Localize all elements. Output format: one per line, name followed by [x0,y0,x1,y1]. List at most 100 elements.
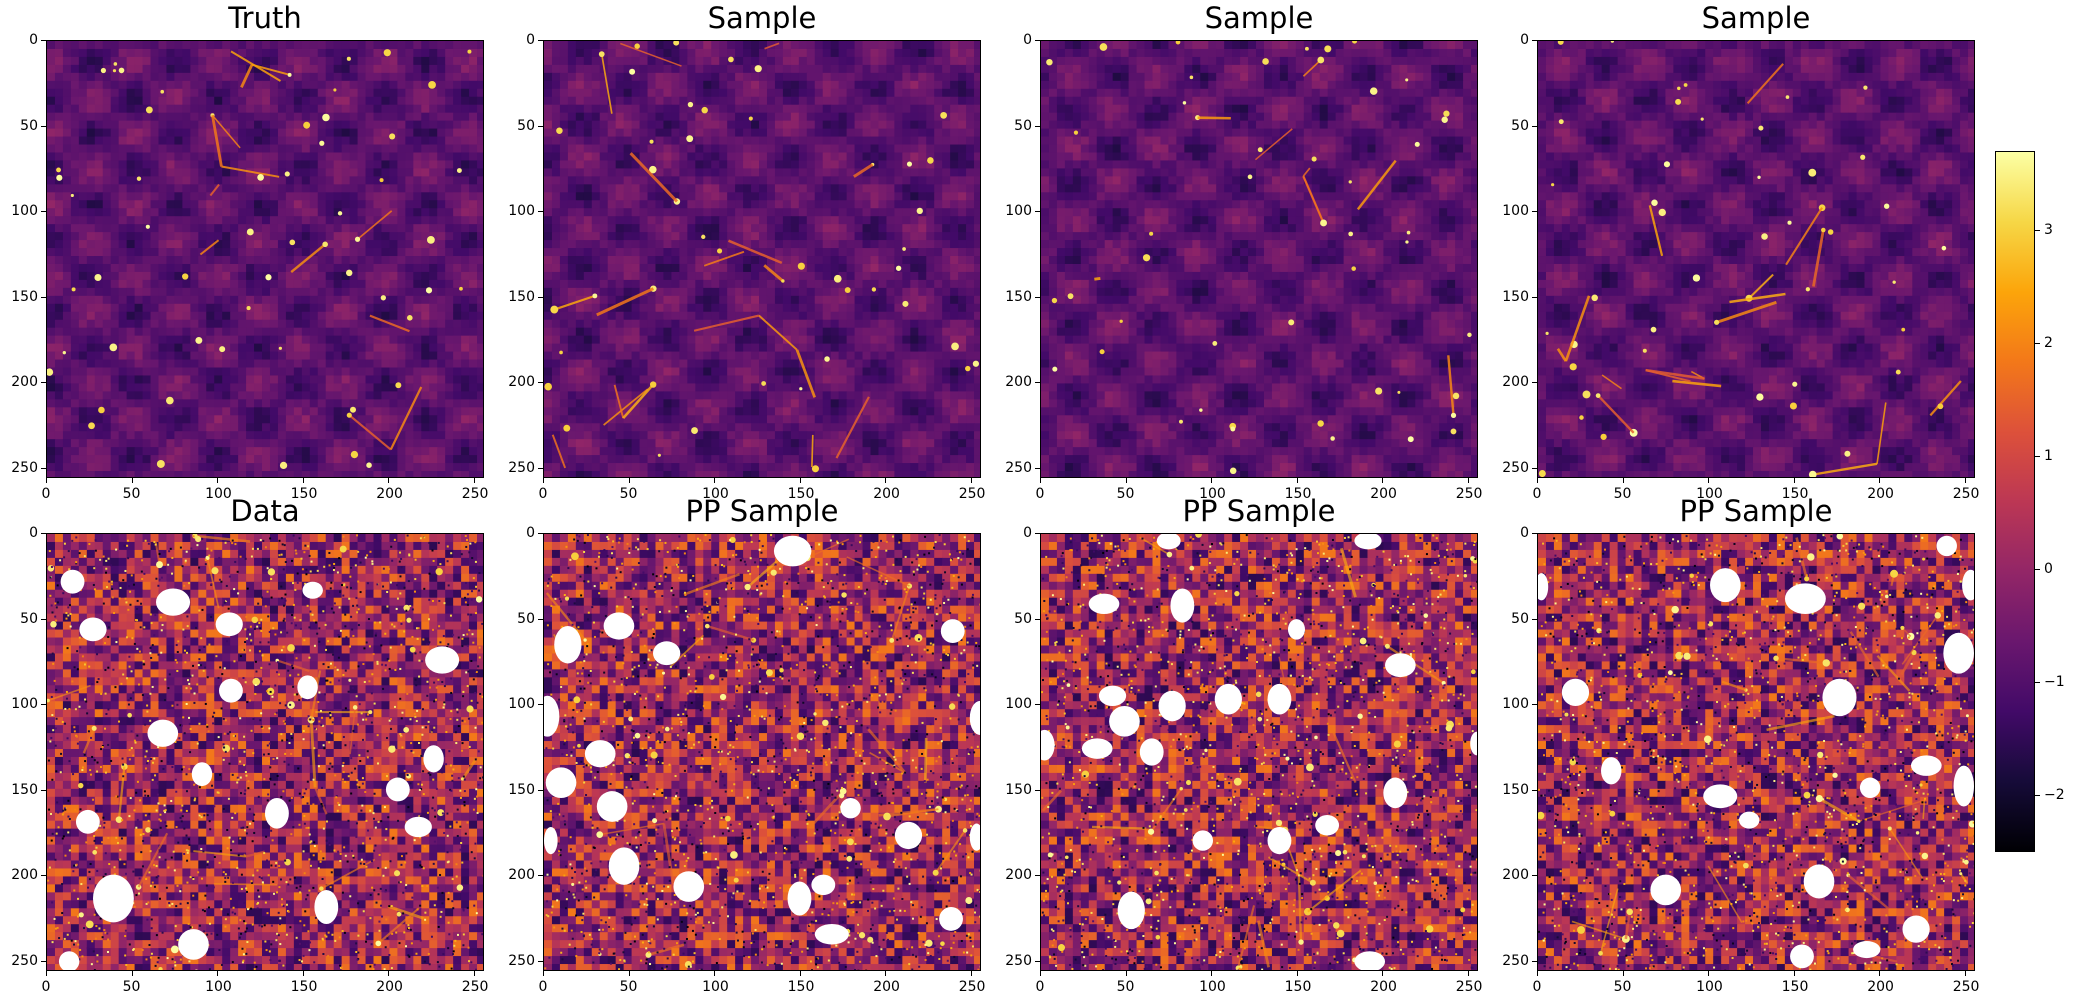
y-tickmark [538,789,543,791]
x-tickmark [46,478,47,483]
panel-title: PP Sample [1537,493,1975,529]
panel-title: Data [46,493,484,529]
mask-hole [404,816,432,838]
mask-hole [79,617,107,642]
x-tickmark [1040,971,1041,976]
panel-title: PP Sample [1040,493,1478,529]
x-tickmark [388,478,390,483]
y-tick-label: 50 [503,612,535,626]
y-tick-label: 150 [503,783,535,797]
heatmap-svg [1041,41,1477,477]
x-tickmark [1467,971,1469,976]
y-tickmark [41,125,46,127]
x-tickmark [1622,478,1624,483]
heatmap-svg [47,41,483,477]
mask-hole [1267,683,1292,715]
colorbar-tick-label: 0 [2044,562,2053,576]
mask-hole [969,823,980,851]
x-tickmark [1879,478,1881,483]
y-tick-label: 200 [1497,375,1529,389]
x-tick-label: 150 [1285,487,1312,501]
x-tickmark [1793,971,1795,976]
x-tick-label: 200 [873,487,900,501]
x-tickmark [1622,971,1624,976]
y-tickmark [1532,40,1537,41]
colorbar-gradient [1996,152,2034,851]
x-tick-label: 100 [1696,980,1723,994]
y-tick-label: 0 [6,526,38,540]
x-tick-label: 50 [1114,487,1138,501]
x-tickmark [885,971,887,976]
x-tick-label: 100 [1696,487,1723,501]
mask-hole [1470,731,1477,756]
mask-hole [1315,815,1340,836]
filaments [1538,534,1974,963]
x-tick-label: 50 [1114,980,1138,994]
y-tickmark [1532,467,1537,469]
mask-hole [811,874,836,896]
x-tick-label: 0 [1525,980,1549,994]
x-tick-label: 0 [34,487,58,501]
mask-hole [1385,653,1416,678]
panel-1: Truth 0 50 100 150 200 250 0 50 100 150 200 250 [11,0,489,508]
mask-hole [1943,632,1974,674]
panel-4: Sample 0 50 100 150 200 250 0 50 100 150 200 250 [1502,0,1979,508]
filaments [47,534,483,970]
colorbar-tickmark [2035,230,2040,232]
mask-hole [1088,593,1120,615]
x-tick-label: 50 [617,487,641,501]
panel-8: PP Sample 0 50 100 150 200 250 0 50 100 150 200 250 [1502,493,1979,1001]
y-tick-label: 250 [503,954,535,968]
mask-hole [1601,757,1622,785]
mask-hole [219,678,243,703]
y-tick-label: 150 [6,783,38,797]
y-tick-label: 0 [503,33,535,47]
x-tick-label: 250 [462,487,489,501]
y-tick-label: 250 [1497,461,1529,475]
x-tick-label: 200 [376,487,403,501]
y-tickmark [41,211,46,213]
mask-hole [1953,765,1974,807]
y-tick-label: 50 [1497,612,1529,626]
y-tickmark [1532,875,1537,877]
y-tickmark [538,211,543,213]
mask-hole [940,619,965,643]
mask-hole [156,588,191,616]
mask-hole [1214,683,1242,715]
panel-3: Sample 0 50 100 150 200 250 0 50 100 150 200 250 [1005,0,1482,508]
colorbar-tickmark [2035,569,2040,571]
x-tick-label: 0 [531,487,555,501]
y-tick-label: 50 [1497,119,1529,133]
mask-hole [58,951,80,970]
x-tick-label: 200 [1867,487,1894,501]
x-tick-label: 50 [120,487,144,501]
x-tick-label: 150 [1782,487,1809,501]
x-tickmark [1040,478,1041,483]
mask-hole [1354,534,1382,550]
mask-hole [75,809,100,834]
mask-hole [544,695,560,737]
x-tick-label: 250 [462,980,489,994]
mask-hole [1041,729,1055,761]
x-tick-label: 50 [120,980,144,994]
heatmap-image [1040,533,1478,971]
y-tick-label: 150 [1497,290,1529,304]
mask-hole [969,700,980,735]
y-tick-label: 200 [503,868,535,882]
mask-hole [1790,944,1814,969]
field-cells [1538,41,1974,477]
mask-hole [1170,588,1195,623]
mask-hole [178,929,209,960]
x-tick-label: 0 [1028,487,1052,501]
y-tickmark [1035,704,1040,706]
x-tick-label: 200 [1370,980,1397,994]
y-tickmark [41,467,46,469]
mask-hole [1354,951,1386,970]
mask-hole [1098,685,1127,707]
x-tickmark [1296,971,1298,976]
x-tick-label: 100 [205,980,232,994]
panel-2: Sample 0 50 100 150 200 250 0 50 100 150 200 250 [508,0,985,508]
x-tickmark [1467,478,1469,483]
y-tickmark [1035,875,1040,877]
y-tick-label: 200 [6,375,38,389]
